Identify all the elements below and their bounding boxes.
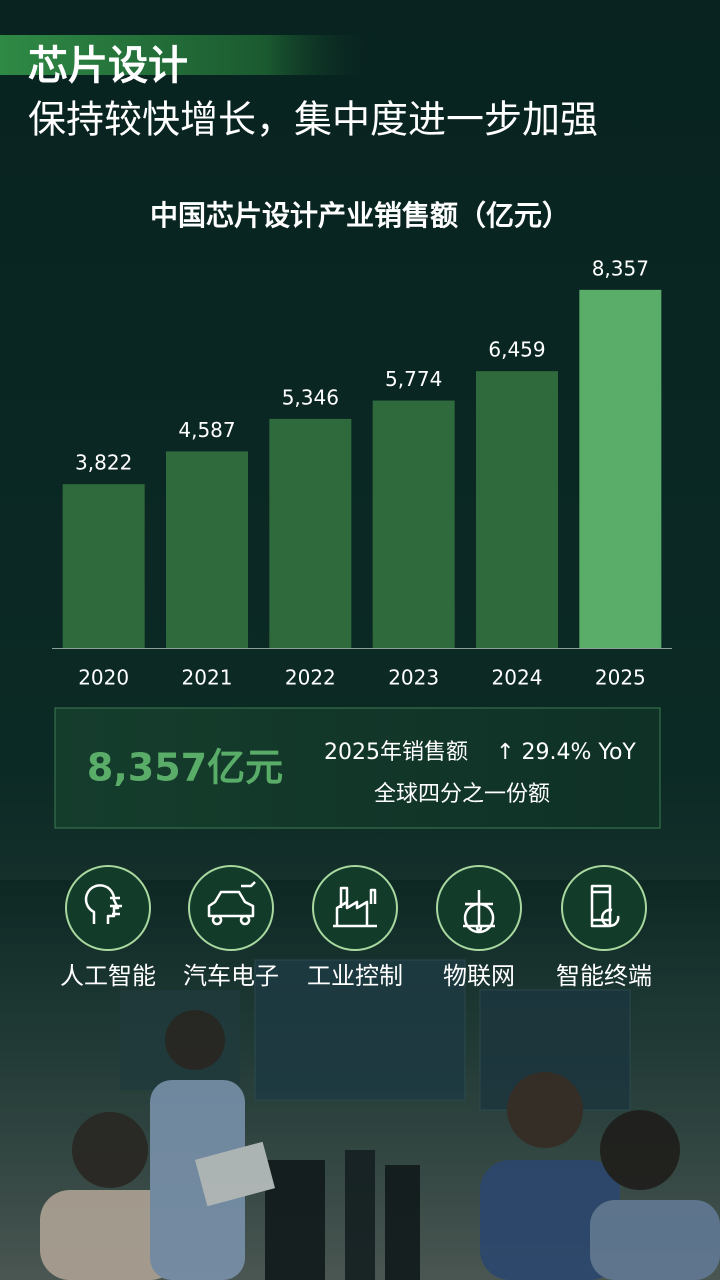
value-label: 5,774: [385, 367, 442, 391]
icon: [590, 884, 620, 928]
icon-circle: [188, 865, 274, 951]
icon-circle: [312, 865, 398, 951]
page-title: 芯片设计: [28, 43, 188, 89]
bar: [269, 418, 352, 648]
icon-label: 汽车电子: [183, 962, 279, 990]
icon-label: 人工智能: [60, 962, 156, 990]
bar: [62, 484, 145, 648]
value-label: 5,346: [282, 385, 339, 409]
icon-circle: [561, 865, 647, 951]
icon-circle: [65, 865, 151, 951]
bar: [372, 400, 455, 648]
x-tick-label: 2024: [492, 666, 543, 690]
callout-growth: ↑ 29.4% YoY: [496, 740, 636, 765]
callout-line: 全球四分之一份额: [374, 782, 550, 807]
icon: [207, 881, 256, 926]
x-tick-label: 2021: [182, 666, 233, 690]
value-label: 6,459: [488, 338, 545, 362]
bar: [166, 451, 248, 648]
icon-label: 智能终端: [556, 962, 652, 990]
callout-box: [54, 707, 661, 829]
icon: [84, 884, 122, 924]
icon: [463, 890, 495, 934]
chart-title: 中国芯片设计产业销售额（亿元）: [150, 199, 570, 232]
icon-label: 物联网: [443, 962, 515, 990]
x-tick-label: 2020: [78, 666, 129, 690]
callout-line: 2025年销售额: [324, 740, 468, 765]
icon-label: 工业控制: [307, 962, 403, 990]
application-icons: 人工智能 汽车电子 工业控制 物联网 智能终端: [60, 865, 652, 990]
page-subtitle: 保持较快增长，集中度进一步加强: [28, 98, 598, 142]
title-band: [0, 35, 380, 75]
x-tick-label: 2023: [388, 666, 439, 690]
bar: [476, 371, 558, 648]
callout-headline: 8,357亿元: [87, 746, 283, 790]
bar: [579, 289, 662, 648]
value-label: 3,822: [75, 451, 132, 475]
x-tick-label: 2025: [595, 666, 646, 690]
x-tick-label: 2022: [285, 666, 336, 690]
value-label: 4,587: [178, 418, 235, 442]
icon: [333, 886, 377, 928]
value-label: 8,357: [592, 256, 649, 280]
